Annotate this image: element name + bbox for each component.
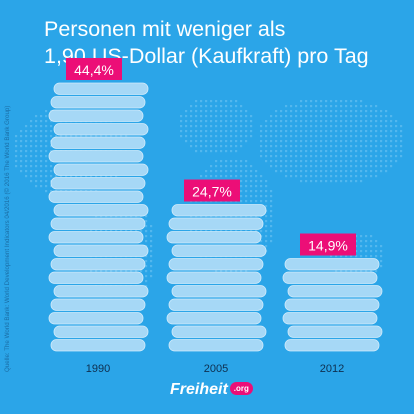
coin	[166, 271, 262, 284]
coin	[287, 285, 383, 298]
coin	[168, 339, 264, 352]
coin	[53, 325, 149, 338]
coin	[50, 96, 146, 109]
coin	[171, 204, 267, 217]
coin	[48, 150, 144, 163]
logo-text: Freiheit	[170, 381, 228, 398]
coin	[48, 271, 144, 284]
coin	[287, 325, 383, 338]
coin	[48, 312, 144, 325]
coin	[284, 298, 380, 311]
value-label: 24,7%	[192, 184, 232, 200]
coin-stack-2012	[282, 258, 383, 352]
coin	[168, 298, 264, 311]
title-line-1: Personen mit weniger als	[44, 17, 286, 41]
value-label-box	[300, 233, 356, 256]
freiheit-logo: Freiheit .org	[170, 381, 253, 403]
coin	[53, 244, 149, 257]
coin	[50, 177, 146, 190]
value-label: 44,4%	[74, 62, 114, 78]
coin	[48, 231, 144, 244]
coin	[166, 312, 262, 325]
logo-badge: .org	[229, 382, 253, 395]
coin	[53, 123, 149, 136]
coin	[282, 312, 378, 325]
category-label: 2012	[320, 363, 344, 375]
coin	[50, 258, 146, 271]
coin	[50, 136, 146, 149]
coin	[53, 285, 149, 298]
coin	[284, 258, 380, 271]
value-label-box	[66, 58, 122, 80]
coin	[53, 82, 149, 95]
category-label: 2005	[204, 363, 228, 375]
coin	[284, 339, 380, 352]
coin	[166, 231, 262, 244]
coin	[168, 217, 264, 230]
coin	[171, 325, 267, 338]
coin	[53, 163, 149, 176]
coin	[50, 298, 146, 311]
chart-title: Personen mit weniger als 1,90 US-Dollar …	[44, 16, 384, 70]
coin	[168, 258, 264, 271]
coin	[171, 285, 267, 298]
coin	[48, 109, 144, 122]
coin	[171, 244, 267, 257]
coin-stack-1990	[48, 82, 149, 352]
value-label: 14,9%	[308, 238, 348, 254]
coin	[48, 190, 144, 203]
category-label: 1990	[86, 363, 110, 375]
coin-stack-2005	[166, 204, 267, 352]
coin	[50, 217, 146, 230]
value-label-box	[184, 179, 240, 202]
coin	[50, 339, 146, 352]
coin	[282, 271, 378, 284]
coin	[53, 204, 149, 217]
